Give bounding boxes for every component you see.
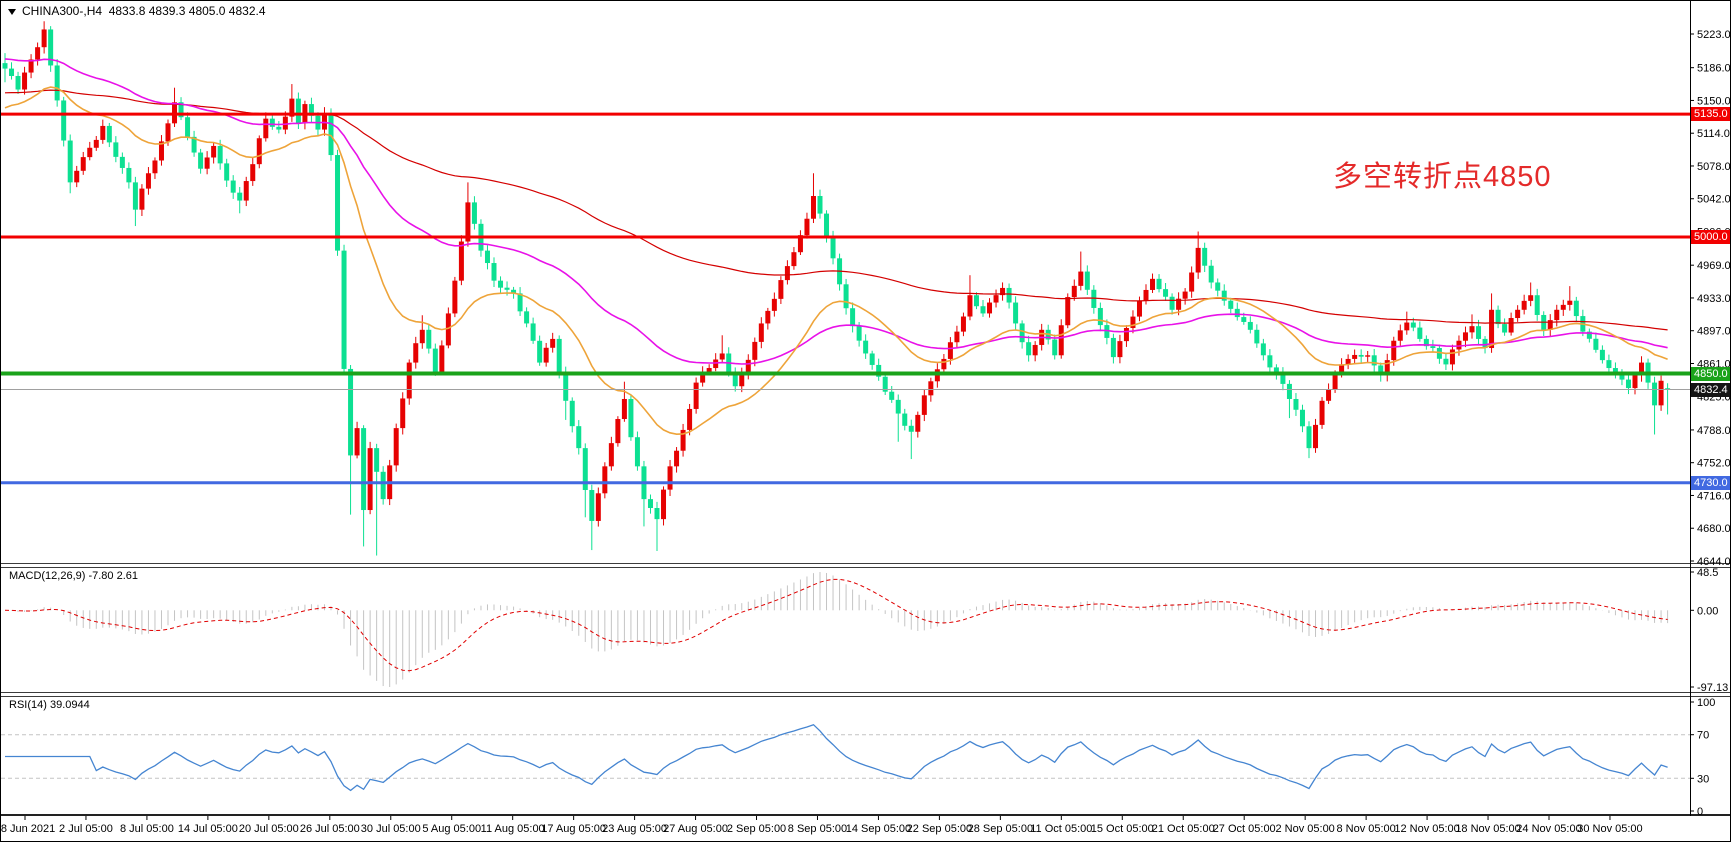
macd-tick-label: 48.5	[1697, 567, 1718, 579]
date-tick-label: 28 Sep 05:00	[968, 823, 1033, 835]
price-tick-label: 4933.0	[1697, 293, 1731, 305]
date-tick-label: 27 Aug 05:00	[663, 823, 728, 835]
price-tick-label: 5078.0	[1697, 161, 1731, 173]
chart-title-bar: CHINA300-,H4 4833.8 4839.3 4805.0 4832.4	[1, 1, 601, 21]
date-tick-label: 20 Jul 05:00	[239, 823, 299, 835]
price-badge-4832.4: 4832.4	[1691, 383, 1730, 397]
price-tick-label: 4644.0	[1697, 556, 1731, 568]
rsi-tick-label: 70	[1697, 730, 1709, 742]
annotation-text[interactable]: 多空转折点4850	[1333, 161, 1552, 193]
date-tick-label: 22 Sep 05:00	[907, 823, 972, 835]
time-axis-separator	[1, 814, 1730, 816]
chart-title: CHINA300-,H4 4833.8 4839.3 4805.0 4832.4	[22, 4, 266, 18]
date-tick-label: 8 Sep 05:00	[788, 823, 847, 835]
macd-tick-label: 0.00	[1697, 605, 1718, 617]
date-tick-label: 15 Oct 05:00	[1091, 823, 1154, 835]
macd-label: MACD(12,26,9) -7.80 2.61	[9, 570, 139, 582]
rsi-tick-label: 100	[1697, 697, 1715, 709]
date-tick-label: 11 Aug 05:00	[481, 823, 545, 835]
price-tick-label: 5223.0	[1697, 29, 1731, 41]
price-badge-4850.0: 4850.0	[1691, 367, 1730, 381]
price-badge-4730.0: 4730.0	[1691, 476, 1730, 490]
date-tick-label: 8 Nov 05:00	[1336, 823, 1395, 835]
date-tick-label: 21 Oct 05:00	[1152, 823, 1215, 835]
price-tick-label: 5114.0	[1697, 128, 1730, 140]
ma-fast-orange-line	[4, 86, 1668, 436]
date-tick-label: 14 Sep 05:00	[846, 823, 911, 835]
macd-signal-line	[4, 578, 1668, 672]
macd-histogram	[11, 572, 1669, 687]
date-tick-label: 14 Jul 05:00	[178, 823, 238, 835]
price-tick-label: 4969.0	[1697, 260, 1731, 272]
date-tick-label: 11 Oct 05:00	[1030, 823, 1092, 835]
rsi-tick-label: 0	[1697, 806, 1703, 818]
price-tick-label: 4680.0	[1697, 523, 1731, 535]
price-tick-label: 4716.0	[1697, 490, 1731, 502]
date-tick-label: 23 Aug 05:00	[602, 823, 667, 835]
date-tick-label: 28 Jun 2021	[1, 823, 55, 835]
date-tick-label: 2 Jul 05:00	[59, 823, 113, 835]
date-tick-label: 8 Jul 05:00	[120, 823, 174, 835]
date-tick-label: 17 Aug 05:00	[541, 823, 606, 835]
price-tick-label: 4788.0	[1697, 425, 1731, 437]
price-tick-label: 5042.0	[1697, 194, 1731, 206]
date-tick-label: 30 Nov 05:00	[1577, 823, 1642, 835]
date-tick-label: 18 Nov 05:00	[1455, 823, 1520, 835]
date-tick-label: 24 Nov 05:00	[1516, 823, 1581, 835]
ma-mid-magenta-line	[4, 58, 1668, 365]
rsi-label: RSI(14) 39.0944	[9, 699, 90, 711]
date-tick-label: 5 Aug 05:00	[422, 823, 481, 835]
date-tick-label: 30 Jul 05:00	[361, 823, 421, 835]
macd-tick-label: -97.13	[1697, 682, 1728, 694]
price-tick-label: 4897.0	[1697, 326, 1731, 338]
rsi-tick-label: 30	[1697, 773, 1709, 785]
candles	[2, 21, 1671, 556]
rsi-line	[5, 723, 1668, 792]
price-tick-label: 5150.0	[1697, 95, 1731, 107]
date-tick-label: 27 Oct 05:00	[1213, 823, 1276, 835]
price-badge-5135.0: 5135.0	[1691, 107, 1730, 121]
price-tick-label: 4752.0	[1697, 458, 1731, 470]
date-tick-label: 12 Nov 05:00	[1394, 823, 1459, 835]
price-badge-5000.0: 5000.0	[1691, 230, 1730, 244]
ma-slow-red-line	[4, 89, 1668, 331]
date-tick-label: 2 Nov 05:00	[1275, 823, 1334, 835]
date-tick-label: 26 Jul 05:00	[300, 823, 360, 835]
price-axis[interactable]	[1690, 1, 1730, 816]
date-tick-label: 2 Sep 05:00	[727, 823, 786, 835]
price-tick-label: 5186.0	[1697, 63, 1731, 75]
symbol-dropdown-icon[interactable]	[8, 9, 16, 15]
time-axis[interactable]	[1, 816, 1730, 841]
